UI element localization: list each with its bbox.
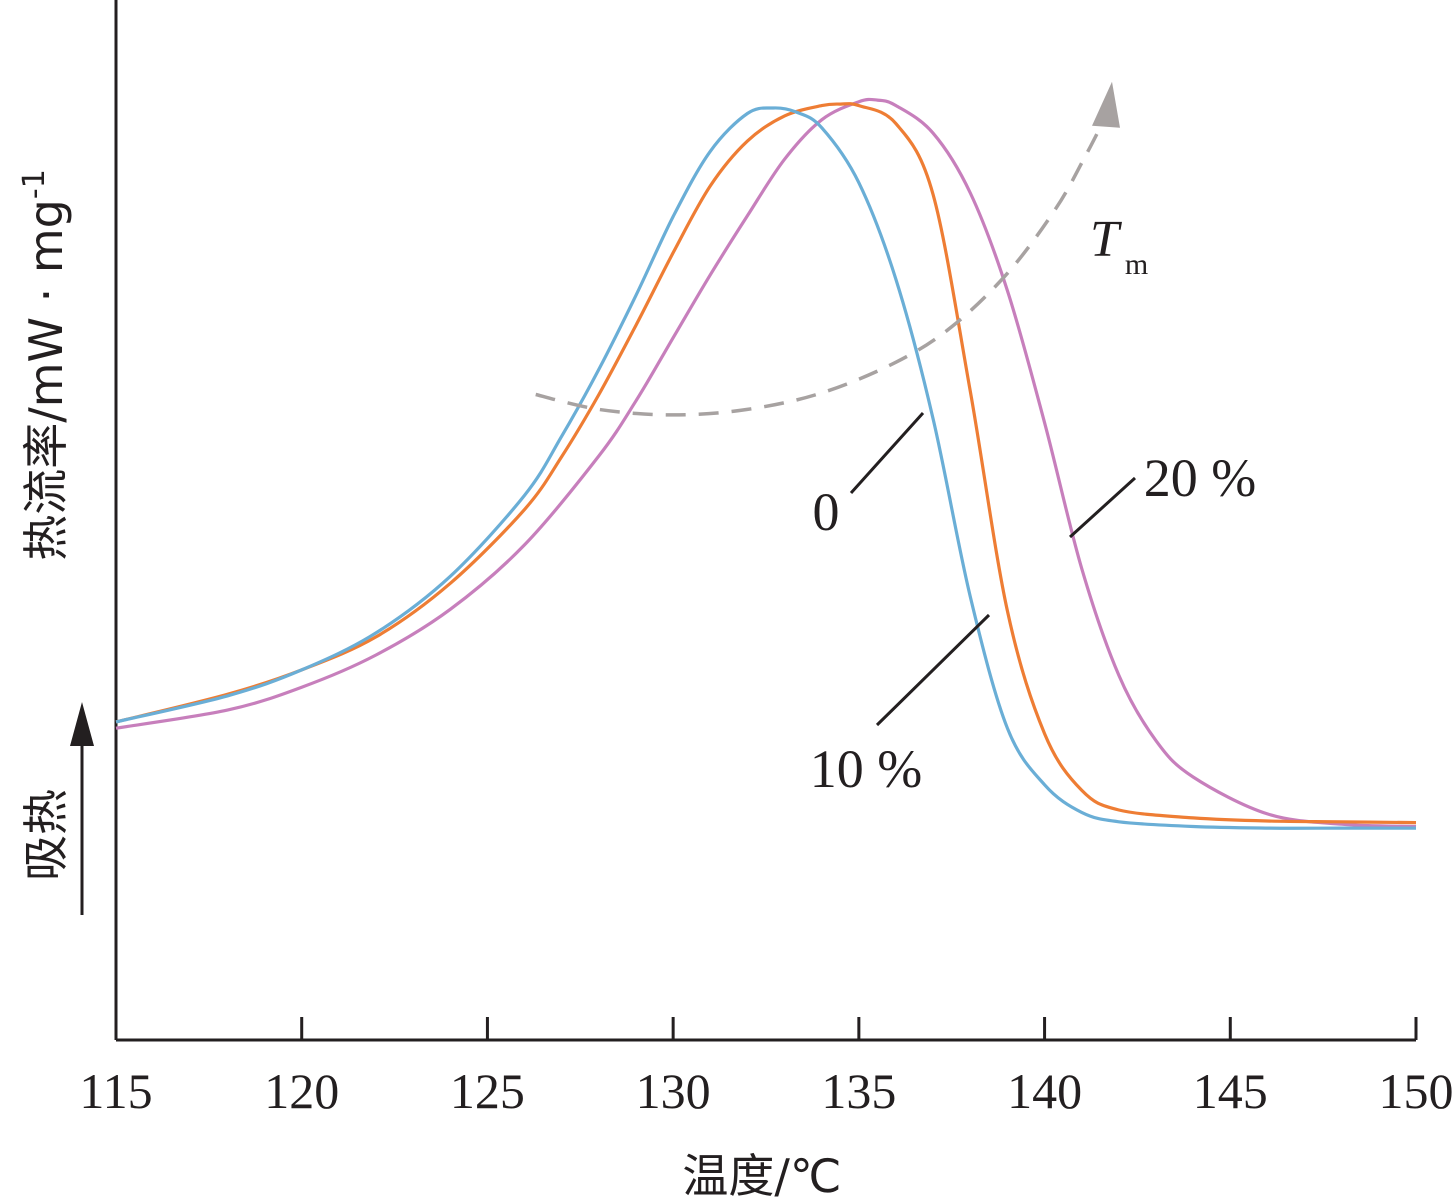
label-leader-0 bbox=[849, 411, 925, 495]
label-leader-10 bbox=[875, 613, 991, 727]
x-tick-label: 150 bbox=[1379, 1063, 1454, 1119]
series-line-20pct bbox=[115, 97, 1417, 829]
series-label-20: 20 % bbox=[1144, 448, 1256, 508]
endotherm-indicator: 吸热 bbox=[19, 702, 94, 915]
x-axis-title: 温度/℃ bbox=[682, 1149, 841, 1202]
y-axis-title-sup: -1 bbox=[17, 169, 52, 199]
tm-label-sub: m bbox=[1125, 248, 1148, 281]
series-label-0: 0 bbox=[813, 482, 840, 542]
series-line-10pct bbox=[115, 102, 1417, 825]
axes bbox=[114, 0, 1416, 1042]
tm-arrow-path bbox=[535, 118, 1106, 417]
x-tick-label: 135 bbox=[821, 1063, 896, 1119]
endotherm-label: 吸热 bbox=[19, 789, 73, 881]
label-leader-20 bbox=[1068, 476, 1137, 539]
y-axis-title: 热流率/mW · mg-1 bbox=[17, 169, 73, 561]
endotherm-arrow-icon bbox=[70, 702, 94, 746]
x-tick-label: 115 bbox=[79, 1063, 152, 1119]
x-tick-label: 120 bbox=[264, 1063, 339, 1119]
x-ticks: 115 120 125 130 135 140 145 150 bbox=[79, 1017, 1454, 1119]
tm-arrowhead-icon bbox=[1092, 81, 1120, 128]
curves bbox=[115, 97, 1417, 830]
series-label-10: 10 % bbox=[810, 739, 922, 799]
x-tick-label: 130 bbox=[636, 1063, 711, 1119]
series-line-0 bbox=[115, 106, 1416, 830]
x-tick-label: 125 bbox=[450, 1063, 525, 1119]
tm-label-main: T bbox=[1090, 211, 1122, 268]
y-axis-title-main: 热流率/mW · mg bbox=[19, 199, 73, 561]
x-tick-label: 140 bbox=[1007, 1063, 1082, 1119]
curve-labels: 0 10 % 20 % bbox=[810, 411, 1256, 799]
x-tick-label: 145 bbox=[1193, 1063, 1268, 1119]
